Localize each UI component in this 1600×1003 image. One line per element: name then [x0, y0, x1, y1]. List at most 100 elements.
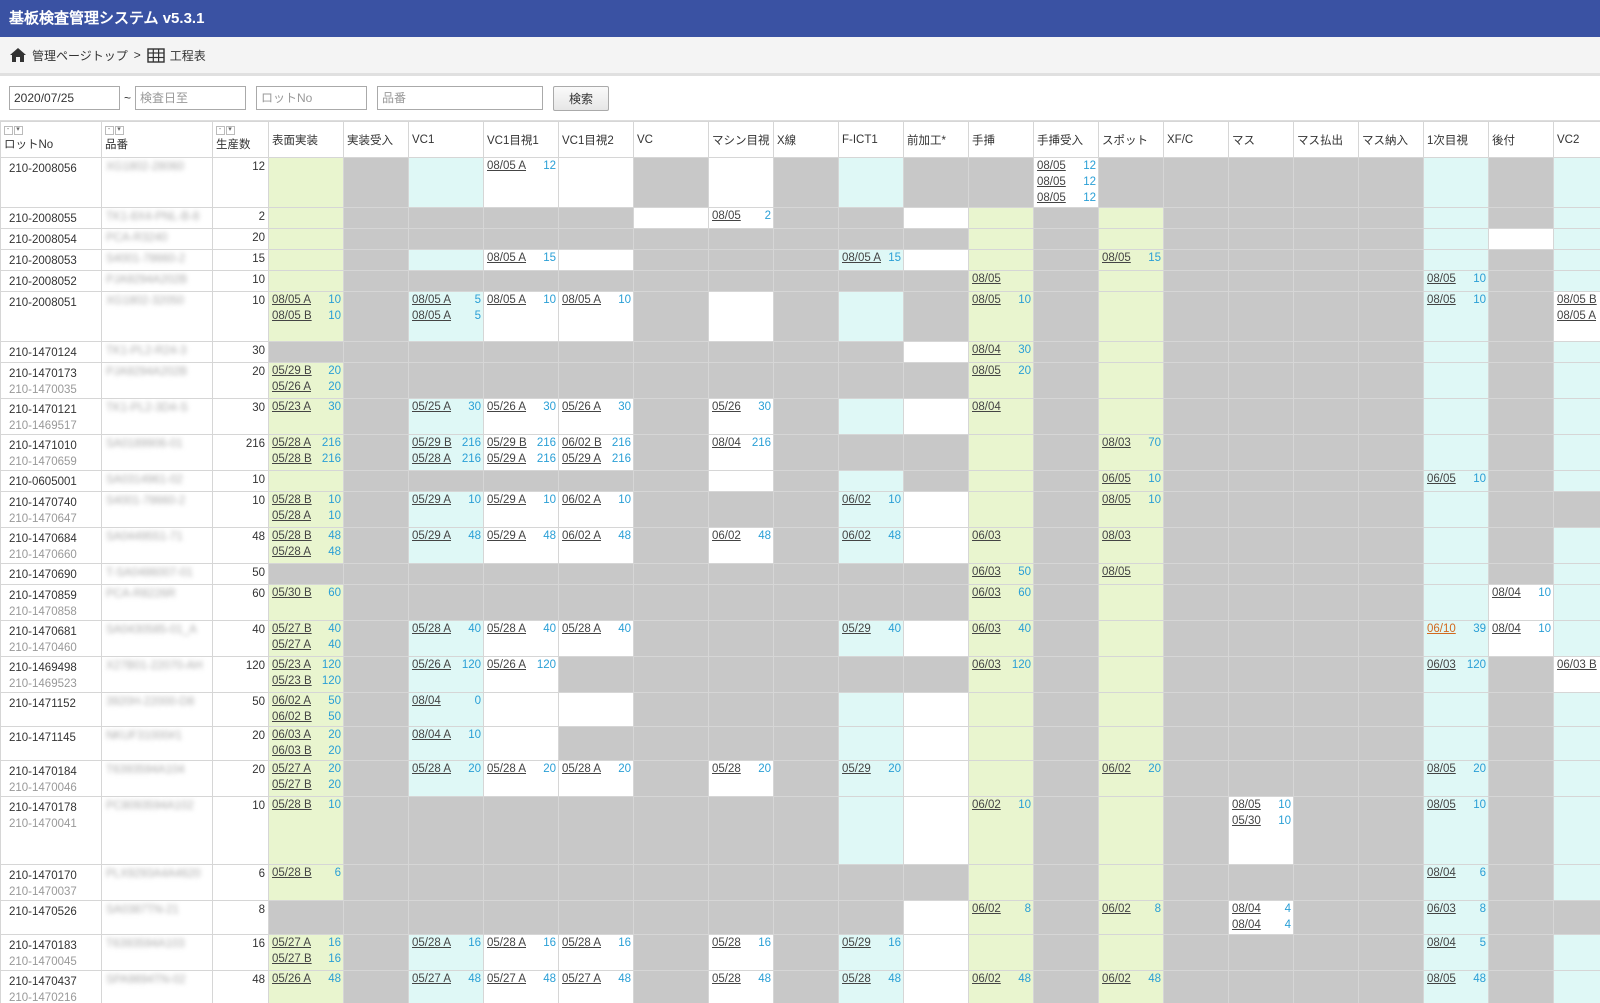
process-date[interactable]: 06/03 A: [272, 728, 311, 743]
process-date[interactable]: 05/29 A: [487, 493, 526, 508]
process-date[interactable]: 05/28 A: [562, 762, 601, 777]
process-date[interactable]: 06/02: [1102, 762, 1131, 777]
process-date[interactable]: 05/29 A: [487, 452, 526, 467]
process-date[interactable]: 08/04: [1427, 866, 1456, 881]
process-date[interactable]: 05/27 B: [272, 778, 312, 793]
date-to-input[interactable]: [135, 86, 246, 110]
process-date[interactable]: 08/04 A: [412, 728, 451, 743]
process-date[interactable]: 05/28 B: [272, 866, 312, 881]
process-date[interactable]: 06/10: [1427, 622, 1456, 637]
process-date[interactable]: 05/27 B: [272, 952, 312, 967]
process-date[interactable]: 05/27 A: [272, 762, 311, 777]
column-header[interactable]: 表面実装: [269, 122, 344, 158]
process-date[interactable]: 05/26 A: [272, 972, 311, 987]
process-cell[interactable]: 06/03 B: [1554, 657, 1600, 693]
column-header[interactable]: 後付: [1489, 122, 1554, 158]
process-date[interactable]: 05/27 A: [412, 972, 451, 987]
process-date[interactable]: 08/04: [412, 694, 441, 709]
process-date[interactable]: 05/27 A: [487, 972, 526, 987]
process-date[interactable]: 08/05 A: [487, 251, 526, 266]
lot-no-cell[interactable]: 210-2008055: [1, 208, 102, 229]
process-date[interactable]: 05/26 A: [562, 400, 601, 415]
column-header[interactable]: マス払出: [1294, 122, 1359, 158]
process-date[interactable]: 08/05 A: [1557, 309, 1596, 324]
process-cell[interactable]: 08/03: [1099, 528, 1164, 564]
process-date[interactable]: 05/28 A: [487, 762, 526, 777]
process-date[interactable]: 05/28 A: [562, 936, 601, 951]
process-date[interactable]: 08/04: [1492, 622, 1521, 637]
process-date[interactable]: 08/05 B: [1557, 293, 1597, 308]
column-header[interactable]: 1次目視: [1424, 122, 1489, 158]
process-date[interactable]: 06/03: [972, 622, 1001, 637]
process-date[interactable]: 08/05: [972, 272, 1001, 287]
process-date[interactable]: 08/05 B: [272, 309, 312, 324]
process-date[interactable]: 08/05: [1102, 493, 1131, 508]
column-header[interactable]: -▾品番: [102, 122, 213, 158]
process-date[interactable]: 05/28 A: [487, 936, 526, 951]
lot-no-cell[interactable]: 210-1470690: [1, 564, 102, 585]
process-date[interactable]: 08/05 A: [412, 293, 451, 308]
process-date[interactable]: 08/05: [1427, 762, 1456, 777]
process-date[interactable]: 08/05: [972, 364, 1001, 379]
column-header[interactable]: -▾ロットNo: [1, 122, 102, 158]
lot-no-cell[interactable]: 210-1470526: [1, 901, 102, 935]
